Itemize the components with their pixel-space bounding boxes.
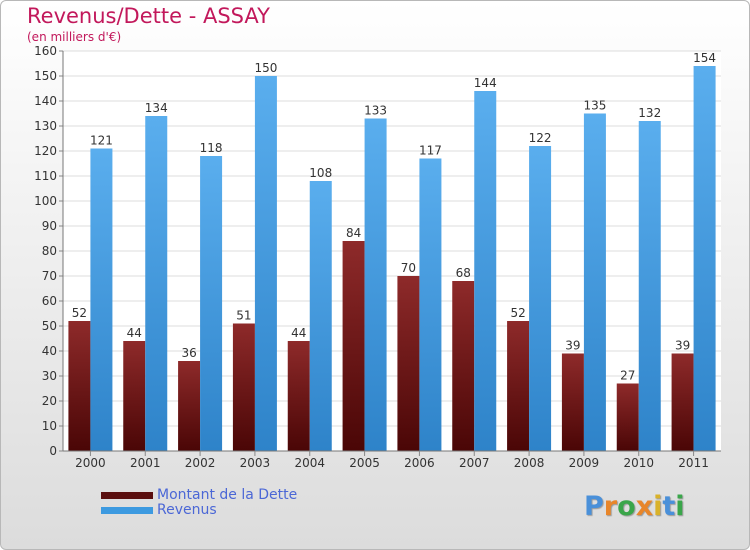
bar-revenus: [309, 181, 332, 451]
bar-revenus: [200, 156, 223, 451]
bar-debt: [232, 323, 255, 451]
legend-item-revenus: Revenus: [101, 502, 361, 518]
bar-debt: [68, 321, 91, 451]
bar-debt: [397, 276, 420, 451]
bar-debt: [616, 383, 639, 451]
legend-label-revenus: Revenus: [157, 502, 217, 518]
y-tick-label: 160: [34, 44, 57, 58]
data-label-debt: 84: [346, 226, 361, 240]
logo-letter: i: [653, 491, 663, 522]
logo-letter: o: [617, 491, 636, 522]
legend-label-debt: Montant de la Dette: [157, 487, 298, 503]
y-tick-label: 10: [42, 419, 57, 433]
legend-swatch-revenus: [101, 507, 153, 514]
data-label-revenus: 135: [583, 99, 606, 113]
legend-item-debt: Montant de la Dette: [101, 487, 361, 503]
x-tick-label: 2009: [569, 456, 600, 470]
bar-revenus: [693, 66, 716, 451]
y-tick-label: 40: [42, 344, 57, 358]
data-label-revenus: 154: [693, 51, 716, 65]
bar-revenus: [364, 118, 387, 451]
bar-revenus: [529, 146, 552, 451]
y-tick-label: 30: [42, 369, 57, 383]
y-tick-label: 90: [42, 219, 57, 233]
data-label-debt: 39: [565, 339, 580, 353]
x-tick-label: 2004: [294, 456, 325, 470]
y-tick-label: 100: [34, 194, 57, 208]
x-tick-label: 2000: [75, 456, 106, 470]
proxiti-logo: Proxiti: [584, 491, 685, 522]
data-label-revenus: 150: [254, 61, 277, 75]
data-label-revenus: 133: [364, 104, 387, 118]
y-tick-label: 120: [34, 144, 57, 158]
data-label-revenus: 117: [419, 144, 442, 158]
y-tick-label: 150: [34, 69, 57, 83]
logo-letter: P: [584, 491, 604, 522]
x-tick-label: 2006: [404, 456, 435, 470]
logo-letter: r: [603, 491, 618, 522]
bar-debt: [671, 353, 694, 451]
logo-letter: i: [675, 491, 685, 522]
y-tick-label: 130: [34, 119, 57, 133]
bar-debt: [123, 341, 146, 451]
y-tick-label: 20: [42, 394, 57, 408]
x-tick-label: 2002: [185, 456, 216, 470]
x-tick-label: 2001: [130, 456, 161, 470]
logo-letter: t: [662, 491, 676, 522]
x-tick-label: 2010: [623, 456, 654, 470]
y-tick-label: 60: [42, 294, 57, 308]
bar-debt: [178, 361, 201, 451]
y-tick-label: 0: [49, 444, 57, 458]
y-tick-label: 70: [42, 269, 57, 283]
data-label-revenus: 118: [200, 141, 223, 155]
bar-revenus: [474, 91, 497, 451]
data-label-debt: 39: [675, 339, 690, 353]
data-label-debt: 51: [236, 309, 251, 323]
data-label-revenus: 132: [638, 106, 661, 120]
data-label-revenus: 121: [90, 134, 113, 148]
data-label-debt: 52: [72, 306, 87, 320]
bar-debt: [287, 341, 310, 451]
bar-revenus: [638, 121, 661, 451]
bar-revenus: [145, 116, 168, 451]
bar-revenus: [583, 113, 606, 451]
bar-debt: [561, 353, 584, 451]
data-label-revenus: 144: [474, 76, 497, 90]
chart-title: Revenus/Dette - ASSAY: [27, 4, 270, 28]
data-label-debt: 44: [291, 326, 306, 340]
x-tick-label: 2003: [240, 456, 271, 470]
legend-swatch-debt: [101, 492, 153, 499]
y-tick-label: 50: [42, 319, 57, 333]
data-label-revenus: 122: [529, 131, 552, 145]
bar-debt: [342, 241, 365, 451]
y-tick-label: 80: [42, 244, 57, 258]
y-tick-label: 140: [34, 94, 57, 108]
logo-letter: x: [635, 491, 654, 522]
bar-revenus: [419, 158, 442, 451]
y-tick-label: 110: [34, 169, 57, 183]
data-label-debt: 27: [620, 369, 635, 383]
data-label-debt: 36: [181, 346, 196, 360]
bar-revenus: [254, 76, 277, 451]
data-label-debt: 70: [401, 261, 416, 275]
x-tick-label: 2005: [349, 456, 380, 470]
bar-debt: [507, 321, 530, 451]
x-tick-label: 2008: [514, 456, 545, 470]
data-label-debt: 68: [456, 266, 471, 280]
x-tick-label: 2011: [678, 456, 709, 470]
data-label-debt: 52: [510, 306, 525, 320]
data-label-revenus: 108: [309, 166, 332, 180]
x-tick-label: 2007: [459, 456, 490, 470]
chart-subtitle: (en milliers d'€): [27, 30, 122, 44]
legend: Montant de la Dette Revenus: [101, 487, 361, 518]
data-label-debt: 44: [127, 326, 142, 340]
bar-revenus: [90, 148, 113, 451]
bar-debt: [452, 281, 475, 451]
data-label-revenus: 134: [145, 101, 168, 115]
